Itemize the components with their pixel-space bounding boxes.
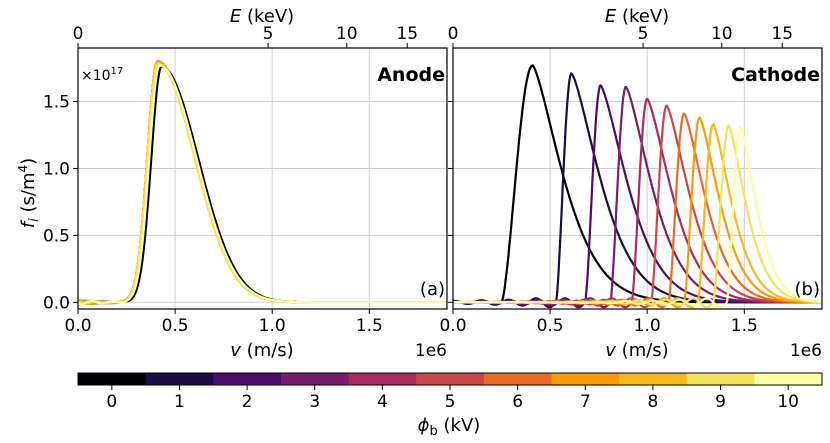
plot-frame [452, 47, 823, 310]
colorbar: 0 1 2 3 4 5 6 7 8 9 10 [77, 372, 823, 412]
panel-cathode: 0.0 0.5 1.0 1.5 0 5 10 15 [439, 24, 823, 336]
top-tick-label: 15 [771, 24, 793, 44]
y-offset-label: ×1017 [81, 66, 123, 84]
x-tick-label: 0.0 [64, 316, 91, 336]
y-tick-label: 0.0 [43, 293, 70, 313]
colorbar-tick-label: 1 [174, 392, 185, 412]
x-tick-label: 1.5 [356, 316, 383, 336]
colorbar-segment [280, 373, 350, 385]
top-tick-label: 0 [73, 24, 84, 44]
series-line-7 [78, 60, 447, 305]
panel-anode: 0.0 0.5 1.0 1.5 0 5 10 15 0.0 0.5 1.0 1.5 [43, 24, 448, 336]
series-group [78, 60, 447, 306]
top-tick-label: 5 [263, 24, 274, 44]
panel-title-anode: Anode [377, 64, 445, 86]
x-tick-label: 0.5 [537, 316, 564, 336]
x-scale-label-a: 1e6 [415, 341, 447, 361]
colorbar-segment [619, 373, 688, 385]
x-scale-label-b: 1e6 [790, 341, 822, 361]
top-tick-label: 0 [448, 24, 459, 44]
top-axis-label-a: E (keV) [230, 6, 294, 27]
x-axis-label-b: v (m/s) [605, 340, 668, 361]
x-tick-label: 0.0 [439, 316, 466, 336]
x-tick-label: 0.5 [162, 316, 189, 336]
x-tick-label: 1.5 [731, 316, 758, 336]
colorbar-tick-label: 5 [445, 392, 456, 412]
series-line-5 [78, 60, 447, 306]
colorbar-segment [213, 373, 282, 385]
top-tick-label: 15 [396, 24, 418, 44]
top-tick-label: 10 [711, 24, 733, 44]
colorbar-segment [551, 373, 620, 385]
panel-tag-a: (a) [420, 279, 445, 300]
panel-tag-b: (b) [795, 279, 820, 300]
series-line-0 [78, 65, 447, 305]
colorbar-segment [686, 373, 755, 385]
colorbar-segment [348, 373, 417, 385]
colorbar-tick-label: 6 [512, 392, 523, 412]
colorbar-tick-label: 0 [106, 392, 117, 412]
colorbar-tick-label: 9 [715, 392, 726, 412]
colorbar-segment [416, 373, 485, 385]
series-line-6 [78, 60, 447, 305]
x-axis-label-a: v (m/s) [230, 340, 293, 361]
colorbar-segment [78, 373, 147, 385]
colorbar-tick-label: 2 [242, 392, 253, 412]
x-tick-label: 1.0 [634, 316, 661, 336]
colorbar-tick-label: 7 [580, 392, 591, 412]
series-line-9 [78, 62, 447, 306]
series-line-4 [453, 97, 822, 309]
top-axis-label-b: E (keV) [605, 6, 669, 27]
colorbar-segment [145, 373, 214, 385]
top-tick-label: 5 [638, 24, 649, 44]
x-tick-label: 1.0 [259, 316, 286, 336]
series-line-4 [78, 60, 447, 306]
y-tick-label: 1.0 [43, 159, 70, 179]
colorbar-tick-label: 3 [309, 392, 320, 412]
series-line-8 [78, 61, 447, 305]
y-axis-label: fi (s/m4) [16, 158, 42, 228]
series-line-10 [453, 125, 822, 309]
y-tick-label: 1.5 [43, 93, 70, 113]
colorbar-tick-label: 8 [647, 392, 658, 412]
series-group [453, 64, 822, 309]
colorbar-segment [754, 373, 823, 385]
panel-title-cathode: Cathode [731, 64, 820, 86]
colorbar-tick-label: 4 [377, 392, 388, 412]
series-line-1 [78, 62, 447, 305]
y-tick-label: 0.5 [43, 226, 70, 246]
series-line-2 [78, 61, 447, 305]
colorbar-segment [483, 373, 552, 385]
plot-frame [77, 47, 448, 310]
colorbar-tick-label: 10 [777, 392, 799, 412]
top-tick-label: 10 [336, 24, 358, 44]
series-line-3 [78, 60, 447, 306]
series-line-10 [78, 64, 447, 306]
colorbar-label: ϕb (kV) [418, 415, 481, 439]
